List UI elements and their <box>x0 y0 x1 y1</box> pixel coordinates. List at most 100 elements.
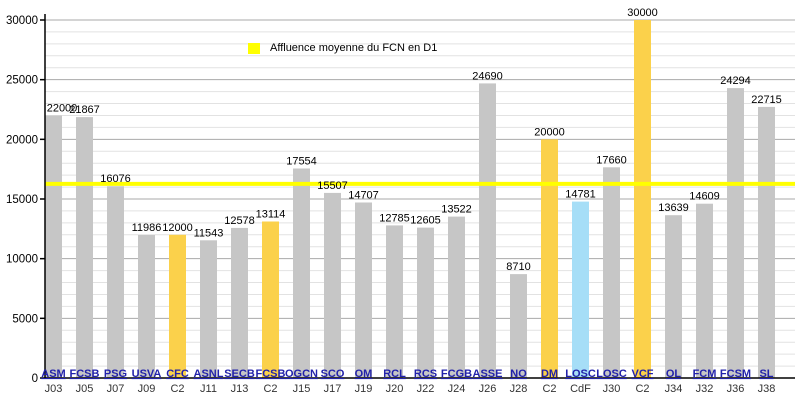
legend-swatch <box>248 42 260 54</box>
bar-j20-rcl <box>386 225 403 378</box>
match-label: J34 <box>665 383 683 395</box>
y-tick-label: 20000 <box>6 134 38 146</box>
match-label: J20 <box>386 383 404 395</box>
opponent-link-secb[interactable]: SECB <box>224 368 255 380</box>
opponent-link-sl[interactable]: SL <box>759 368 773 380</box>
opponent-link-cfc[interactable]: CFC <box>166 368 189 380</box>
match-label: C2 <box>170 383 184 395</box>
bar-j24-fcgb <box>448 216 465 378</box>
bar-value-label: 12578 <box>224 215 255 227</box>
match-label: J19 <box>355 383 373 395</box>
bar-j13-secb <box>231 227 248 378</box>
match-label: J03 <box>45 383 63 395</box>
opponent-link-asm[interactable]: ASM <box>41 368 65 380</box>
bar-value-label: 17660 <box>596 154 627 166</box>
opponent-link-fcsb[interactable]: FCSB <box>256 368 286 380</box>
bar-value-label: 13522 <box>441 204 472 216</box>
match-label: J07 <box>107 383 125 395</box>
match-label: J13 <box>231 383 249 395</box>
opponent-link-fcm[interactable]: FCM <box>693 368 717 380</box>
bar-j05-fcsb <box>76 117 93 378</box>
match-label: J15 <box>293 383 311 395</box>
bar-j38-sl <box>758 106 775 379</box>
opponent-link-ol[interactable]: OL <box>666 368 682 380</box>
bar-cdf-losc <box>572 201 589 378</box>
match-label: J30 <box>603 383 621 395</box>
match-label: J38 <box>758 383 776 395</box>
opponent-link-asnl[interactable]: ASNL <box>194 368 224 380</box>
opponent-link-vcf[interactable]: VCF <box>632 368 654 380</box>
opponent-link-usva[interactable]: USVA <box>132 368 162 380</box>
bar-c2-dm <box>541 139 558 378</box>
bar-j19-om <box>355 202 372 378</box>
bar-value-label: 14707 <box>348 190 379 202</box>
bar-value-label: 24294 <box>720 75 751 87</box>
y-tick-label: 0 <box>32 373 38 385</box>
match-label: C2 <box>263 383 277 395</box>
bar-value-label: 17554 <box>286 156 317 168</box>
bar-c2-fcsb <box>262 221 279 378</box>
match-label: J36 <box>727 383 745 395</box>
bar-j22-rcs <box>417 227 434 378</box>
bar-value-label: 24690 <box>472 70 503 82</box>
bar-c2-vcf <box>634 20 651 378</box>
bar-c2-cfc <box>169 234 186 378</box>
opponent-link-dm[interactable]: DM <box>541 368 558 380</box>
bar-value-label: 20000 <box>534 126 565 138</box>
bar-value-label: 16076 <box>100 173 131 185</box>
opponent-link-no[interactable]: NO <box>510 368 527 380</box>
y-tick-label: 30000 <box>6 15 38 27</box>
match-label: J24 <box>448 383 466 395</box>
bar-j28-no <box>510 274 527 378</box>
legend-label: Affluence moyenne du FCN en D1 <box>270 42 438 54</box>
y-tick-label: 25000 <box>6 75 38 87</box>
bar-j30-losc <box>603 167 620 378</box>
match-label: C2 <box>635 383 649 395</box>
opponent-link-sco[interactable]: SCO <box>321 368 345 380</box>
bar-value-label: 15507 <box>317 180 348 192</box>
match-label: J28 <box>510 383 528 395</box>
bar-value-label: 8710 <box>506 261 530 273</box>
bar-value-label: 11543 <box>194 227 224 239</box>
match-label: J17 <box>324 383 342 395</box>
bar-value-label: 22000 <box>47 103 78 115</box>
bar-value-label: 11986 <box>132 222 162 234</box>
bar-j36-fcsm <box>727 88 744 378</box>
bar-value-label: 14609 <box>689 191 720 203</box>
opponent-link-losc[interactable]: LOSC <box>565 368 596 380</box>
match-label: CdF <box>570 383 591 395</box>
bar-j07-psg <box>107 186 124 378</box>
bar-value-label: 30000 <box>627 7 658 19</box>
opponent-link-rcs[interactable]: RCS <box>414 368 437 380</box>
bar-value-label: 22715 <box>751 94 782 106</box>
bar-j34-ol <box>665 215 682 378</box>
match-label: J26 <box>479 383 497 395</box>
bar-value-label: 12000 <box>162 222 193 234</box>
y-tick-label: 15000 <box>6 194 38 206</box>
bar-j09-usva <box>138 235 155 378</box>
y-tick-label: 10000 <box>6 254 38 266</box>
match-label: J32 <box>696 383 714 395</box>
opponent-link-rcl[interactable]: RCL <box>383 368 406 380</box>
bar-j11-asnl <box>200 240 217 378</box>
opponent-link-losc[interactable]: LOSC <box>596 368 627 380</box>
y-tick-label: 5000 <box>12 313 38 325</box>
opponent-link-om[interactable]: OM <box>355 368 373 380</box>
opponent-link-fcsb[interactable]: FCSB <box>70 368 100 380</box>
match-label: J05 <box>76 383 94 395</box>
opponent-link-asse[interactable]: ASSE <box>473 368 503 380</box>
opponent-link-fcsm[interactable]: FCSM <box>720 368 751 380</box>
bar-j26-asse <box>479 83 496 379</box>
match-label: J22 <box>417 383 435 395</box>
opponent-link-ogcn[interactable]: OGCN <box>285 368 318 380</box>
chart-legend: Affluence moyenne du FCN en D1 <box>248 42 437 54</box>
opponent-link-psg[interactable]: PSG <box>104 368 127 380</box>
match-label: J09 <box>138 383 156 395</box>
opponent-link-fcgb[interactable]: FCGB <box>441 368 472 380</box>
bar-j17-sco <box>324 192 341 378</box>
bar-j15-ogcn <box>293 168 310 378</box>
match-label: C2 <box>542 383 556 395</box>
bar-value-label: 14781 <box>565 189 596 201</box>
